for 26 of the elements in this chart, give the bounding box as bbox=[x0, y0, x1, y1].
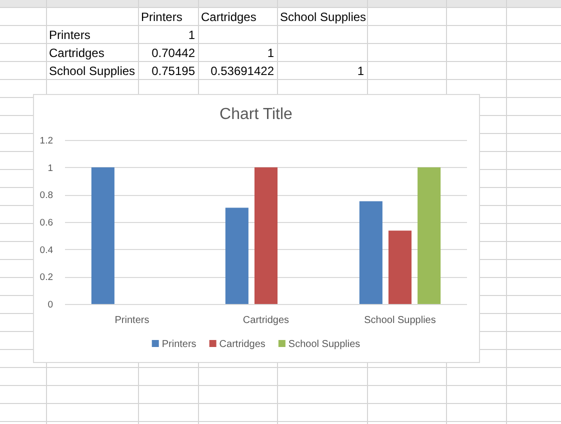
text: 0.53691422 bbox=[210, 64, 274, 78]
y-tick-label: 0.2 bbox=[40, 272, 53, 284]
text: Cartridges bbox=[201, 10, 256, 24]
chart-title: Chart Title bbox=[220, 106, 293, 123]
text: Printers bbox=[141, 10, 182, 24]
y-tick-label: 1 bbox=[48, 162, 53, 174]
text: 1 bbox=[188, 28, 196, 42]
text: School Supplies bbox=[280, 10, 366, 24]
y-tick-label: 0 bbox=[48, 300, 53, 310]
y-tick-label: 1.2 bbox=[40, 136, 53, 146]
category-label: Cartridges bbox=[49, 46, 104, 60]
legend-label: Printers bbox=[162, 339, 196, 350]
x-tick-label: Cartridges bbox=[242, 315, 290, 326]
y-tick-label: 0.8 bbox=[40, 190, 53, 202]
x-tick-label: Printers bbox=[114, 315, 150, 326]
y-tick-label: 0.6 bbox=[40, 218, 53, 228]
text: 0.75195 bbox=[152, 64, 196, 78]
text: 1 bbox=[357, 64, 364, 78]
text: 0.70442 bbox=[152, 46, 196, 60]
text: 1 bbox=[267, 46, 274, 60]
x-tick-label: School Supplies bbox=[364, 315, 436, 326]
y-tick-label: 0.4 bbox=[40, 244, 53, 256]
category-label: Printers bbox=[49, 28, 90, 42]
category-label: School Supplies bbox=[49, 64, 136, 78]
legend-label: Cartridges bbox=[219, 339, 266, 350]
legend-label: School Supplies bbox=[288, 339, 360, 350]
